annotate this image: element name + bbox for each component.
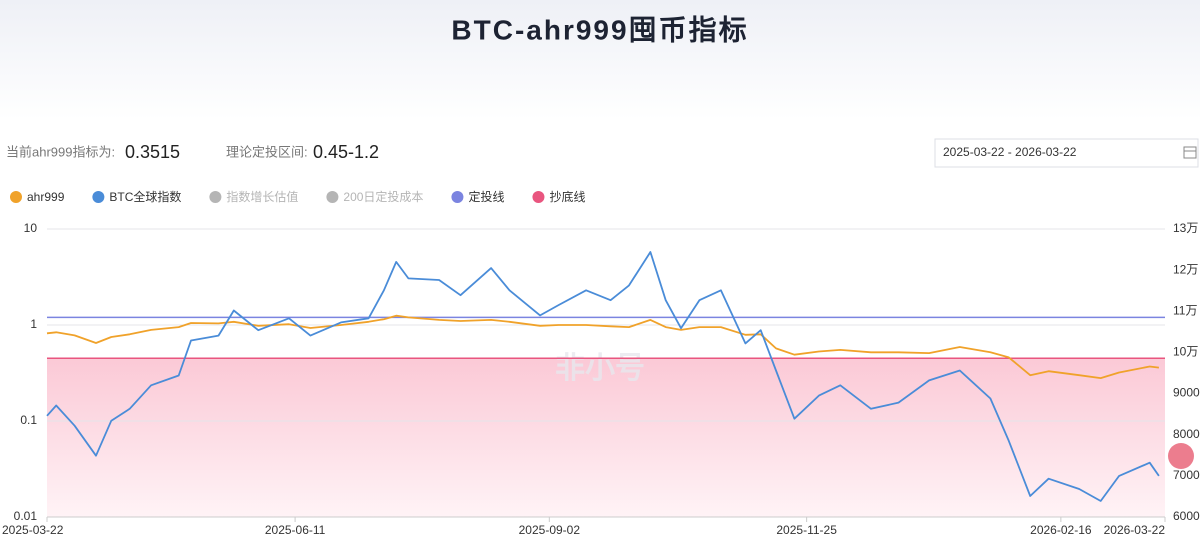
y2-tick-label: 13万 [1173,221,1198,235]
stat-label: 当前ahr999指标为: [6,144,115,159]
legend-dot [10,191,22,203]
calendar-icon [1183,146,1197,159]
series-line [46,314,1160,379]
legend-dot [92,191,105,203]
y2-tick-label: 11万 [1173,303,1197,317]
title: BTC-ahr999囤币指标 [451,14,748,45]
y-tick-label: 10 [24,221,38,235]
reference-fill [47,358,1165,517]
legend-dot [326,191,339,203]
legend-dot [532,191,545,203]
x-tick-label: 2025-09-02 [519,523,581,537]
legend-label[interactable]: 抄底线 [549,189,585,204]
y2-tick-label: 6000 [1173,509,1200,523]
legend-label[interactable]: 指数增长估值 [226,189,298,204]
y2-tick-label: 9000 [1173,386,1200,400]
series-line [46,251,1160,502]
x-tick-label: 2025-11-25 [776,523,837,537]
y-tick-label: 0.1 [20,413,37,427]
x-tick-label: 2026-03-22 [1104,523,1166,537]
legend-label[interactable]: BTC全球指数 [109,189,181,204]
stat-value: 0.3515 [125,142,180,162]
x-tick-label: 2025-03-22 [2,523,64,537]
float-button[interactable] [1168,443,1194,469]
y2-tick-label: 7000 [1173,468,1200,482]
legend-dot [451,191,464,203]
x-tick-label: 2026-02-16 [1030,523,1092,537]
y2-tick-label: 8000 [1173,427,1200,441]
y2-tick-label: 12万 [1173,262,1198,276]
y2-tick-label: 10万 [1173,345,1198,359]
stat-label: 理论定投区间: [226,144,308,159]
legend-dot [209,191,222,203]
stat-value: 0.45-1.2 [313,142,379,162]
legend-label[interactable]: 定投线 [468,189,504,204]
y-tick-label: 0.01 [14,509,38,523]
legend-label[interactable]: 200日定投成本 [343,189,423,204]
watermark: 非小号 [555,352,645,385]
x-tick-label: 2025-06-11 [265,523,326,537]
legend-label[interactable]: ahr999 [27,190,65,204]
y-tick-label: 1 [30,317,37,331]
date-range[interactable]: 2025-03-22 - 2026-03-22 [943,145,1077,159]
date-picker[interactable] [934,138,1199,168]
header-bg [0,0,1200,120]
